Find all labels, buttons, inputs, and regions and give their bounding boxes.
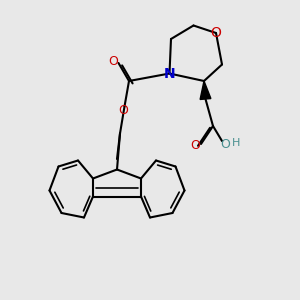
Text: N: N <box>164 67 175 80</box>
Polygon shape <box>200 81 211 99</box>
Text: H: H <box>232 137 241 148</box>
Text: O: O <box>118 104 128 118</box>
Text: O: O <box>108 55 118 68</box>
Text: O: O <box>220 138 230 151</box>
Text: O: O <box>190 139 200 152</box>
Text: O: O <box>211 26 221 40</box>
